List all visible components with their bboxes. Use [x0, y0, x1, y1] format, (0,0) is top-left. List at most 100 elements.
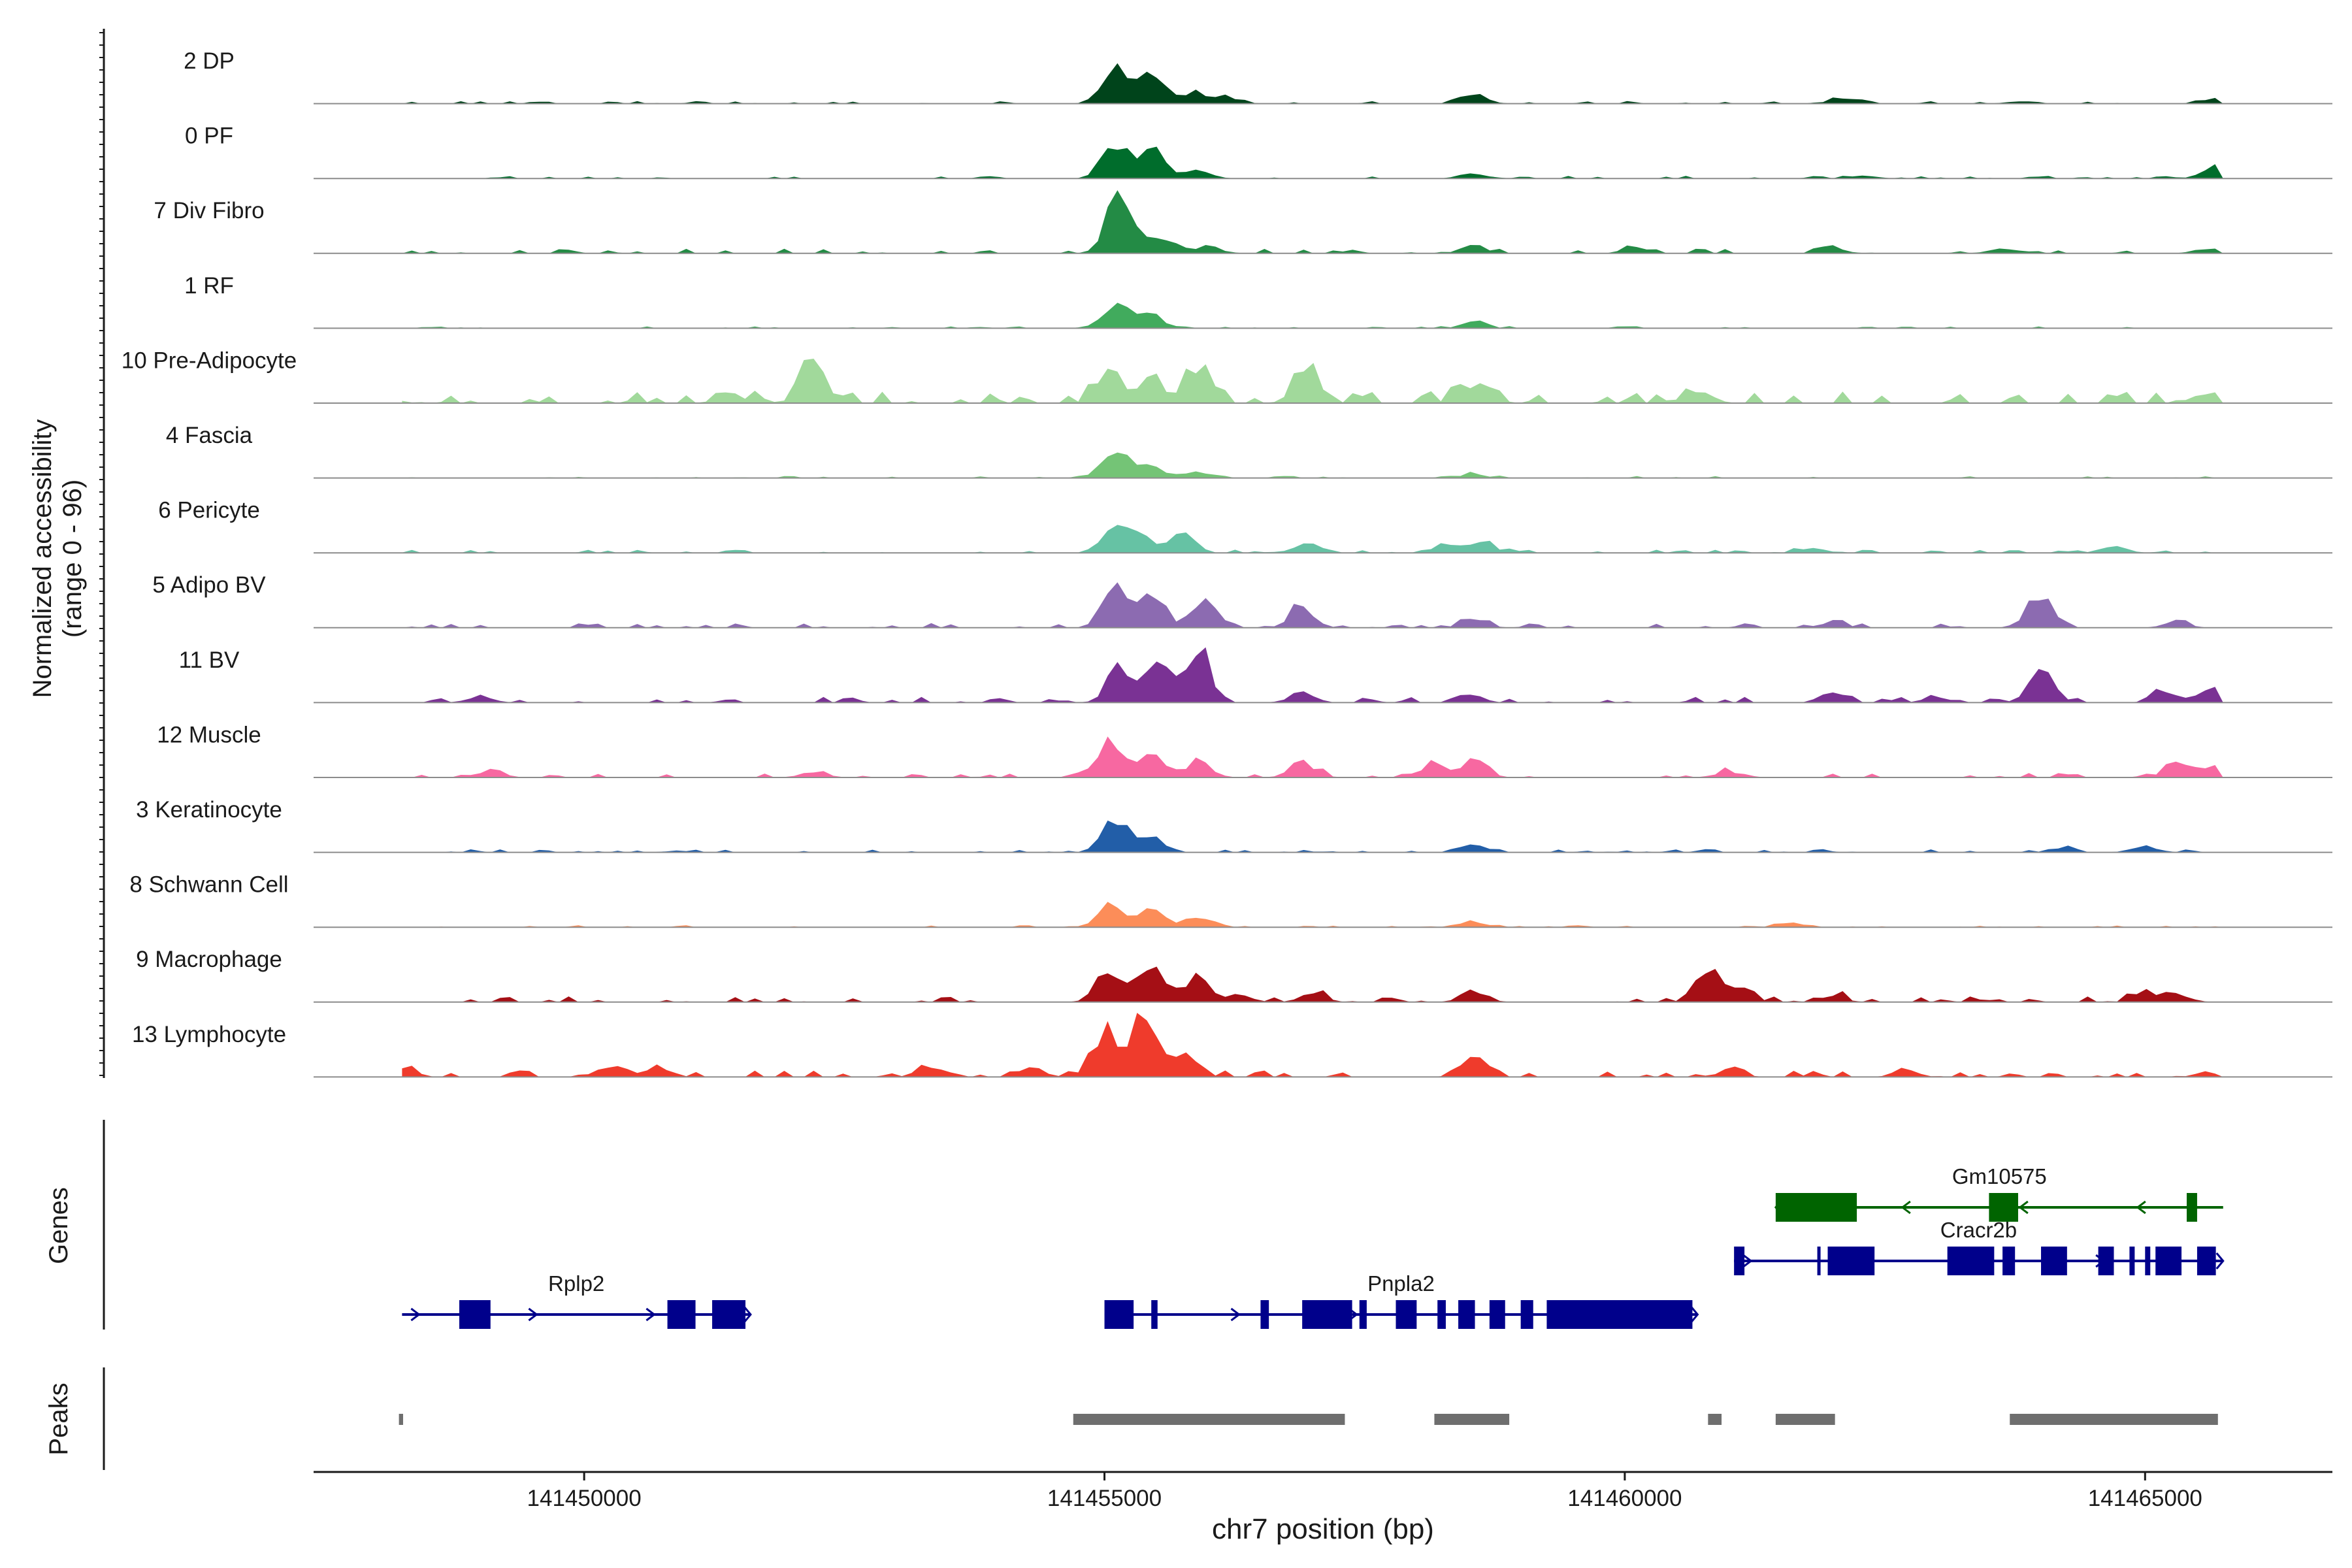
track-label: 11 BV: [179, 647, 240, 673]
exon: [1989, 1193, 2018, 1222]
exon: [2129, 1247, 2135, 1275]
track-12-muscle: 12 Muscle: [157, 722, 2332, 778]
track-signal-area: [402, 902, 2223, 928]
exon: [667, 1300, 696, 1329]
x-tick-label: 141450000: [527, 1486, 642, 1511]
strand-arrow: [1690, 1306, 1699, 1323]
exon: [2187, 1193, 2197, 1222]
track-label: 12 Muscle: [157, 722, 261, 747]
exon: [712, 1300, 746, 1329]
gene-pnpla2: Pnpla2: [1104, 1271, 1699, 1329]
track-label: 0 PF: [185, 123, 233, 149]
exon: [1260, 1300, 1269, 1329]
exon: [1396, 1300, 1417, 1329]
track-label: 3 Keratinocyte: [136, 797, 282, 823]
track-signal-area: [402, 1013, 2223, 1077]
x-tick-label: 141455000: [1047, 1486, 1162, 1511]
gene-rplp2: Rplp2: [402, 1271, 752, 1329]
track-11-bv: 11 BV: [179, 647, 2332, 704]
track-label: 10 Pre-Adipocyte: [122, 348, 297, 373]
track-label: 1 RF: [184, 273, 234, 299]
track-6-pericyte: 6 Pericyte: [158, 498, 2332, 554]
track-signal-area: [402, 63, 2223, 104]
x-tick-label: 141460000: [1567, 1486, 1682, 1511]
exon: [1775, 1193, 1857, 1222]
track-13-lymphocyte: 13 Lymphocyte: [132, 1013, 2332, 1078]
track-signal-area: [402, 359, 2223, 403]
x-axis-ticks: 141450000 141455000 141460000 141465000: [527, 1472, 2202, 1511]
track-5-adipo-bv: 5 Adipo BV: [152, 572, 2332, 629]
coverage-tracks: 2 DP 0 PF 7 Div Fibro 1 RF 10 Pre-Adipocyte 4…: [122, 48, 2332, 1078]
peak-region: [399, 1414, 403, 1425]
track-4-fascia: 4 Fascia: [166, 423, 2332, 479]
track-label: 8 Schwann Cell: [129, 872, 288, 898]
track-signal-area: [402, 647, 2223, 703]
track-label: 6 Pericyte: [158, 498, 260, 523]
strand-arrow: [528, 1307, 538, 1322]
strand-arrow: [410, 1307, 421, 1322]
track-signal-area: [402, 146, 2223, 179]
strand-arrow: [1742, 1254, 1753, 1268]
strand-arrow: [2136, 1200, 2146, 1215]
track-1-rf: 1 RF: [184, 273, 2332, 329]
exon: [1302, 1300, 1352, 1329]
coverage-ylabel-line2: (range 0 - 96): [58, 480, 87, 638]
gene-label: Gm10575: [1952, 1164, 2047, 1188]
exon: [1489, 1300, 1505, 1329]
peak-region: [1073, 1414, 1345, 1425]
exon: [1546, 1300, 1693, 1329]
track-3-keratinocyte: 3 Keratinocyte: [136, 797, 2332, 853]
exon: [1151, 1300, 1158, 1329]
exon: [1104, 1300, 1134, 1329]
track-signal-area: [402, 302, 2223, 329]
track-label: 5 Adipo BV: [152, 572, 266, 598]
x-axis-label: chr7 position (bp): [1212, 1513, 1434, 1545]
exon: [2002, 1247, 2016, 1275]
peak-region: [2010, 1414, 2218, 1425]
coverage-ylabel-line1: Normalized accessibility: [28, 419, 57, 698]
exon: [1359, 1300, 1367, 1329]
gene-cracr2b: Cracr2b: [1734, 1218, 2225, 1275]
x-tick-label: 141465000: [2088, 1486, 2202, 1511]
track-signal-area: [402, 190, 2223, 253]
track-7-div-fibro: 7 Div Fibro: [154, 190, 2332, 254]
track-8-schwann-cell: 8 Schwann Cell: [129, 872, 2332, 928]
track-signal-area: [402, 525, 2223, 553]
exon: [1827, 1247, 1875, 1275]
strand-arrow: [743, 1306, 752, 1323]
exon: [2041, 1247, 2067, 1275]
track-0-pf: 0 PF: [185, 123, 2332, 180]
exon: [2197, 1247, 2216, 1275]
track-signal-area: [402, 452, 2223, 478]
track-signal-area: [402, 736, 2223, 777]
gene-label: Rplp2: [548, 1271, 604, 1296]
gene-label: Pnpla2: [1367, 1271, 1435, 1296]
genes-track: Rplp2 Pnpla2 Cracr2b Gm10575: [402, 1164, 2225, 1329]
strand-arrow: [1901, 1200, 1911, 1215]
strand-arrow: [645, 1307, 656, 1322]
exon: [2098, 1247, 2114, 1275]
track-signal-area: [402, 582, 2223, 628]
strand-arrow: [1230, 1307, 1241, 1322]
exon: [1437, 1300, 1446, 1329]
track-signal-area: [402, 966, 2223, 1002]
peak-region: [1434, 1414, 1510, 1425]
track-label: 7 Div Fibro: [154, 198, 264, 223]
peak-region: [1775, 1414, 1835, 1425]
track-2-dp: 2 DP: [184, 48, 2332, 105]
track-label: 4 Fascia: [166, 423, 253, 448]
exon: [459, 1300, 491, 1329]
track-label: 9 Macrophage: [136, 947, 282, 972]
track-10-pre-adipocyte: 10 Pre-Adipocyte: [122, 348, 2332, 404]
coverage-axis-ticks: [99, 32, 104, 1076]
strand-arrow: [2215, 1252, 2225, 1269]
gene-gm10575: Gm10575: [1774, 1164, 2223, 1222]
track-signal-area: [402, 820, 2223, 853]
exon: [1734, 1247, 1745, 1275]
track-label: 13 Lymphocyte: [132, 1022, 286, 1047]
exon: [1520, 1300, 1533, 1329]
peak-region: [1708, 1414, 1722, 1425]
track-label: 2 DP: [184, 48, 235, 74]
exon: [1817, 1247, 1821, 1275]
